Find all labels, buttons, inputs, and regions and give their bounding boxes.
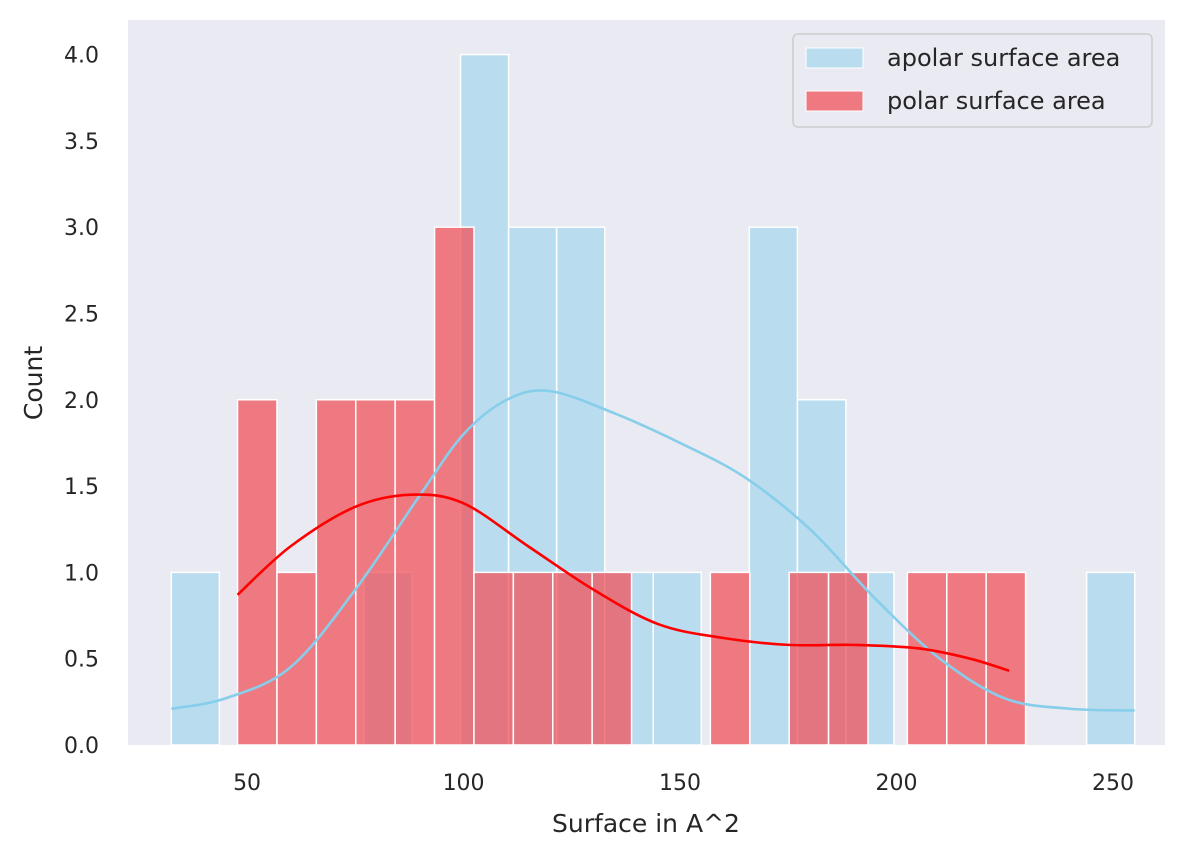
histogram-bar-polar <box>433 226 475 746</box>
histogram-bar-polar <box>355 399 396 746</box>
x-tick-label: 250 <box>1092 771 1134 796</box>
histogram-bar-polar <box>394 399 436 746</box>
x-axis-label: Surface in A^2 <box>552 809 740 838</box>
x-tick-label: 150 <box>659 771 701 796</box>
x-tick-labels: 50 100 150 200 250 <box>233 771 1134 796</box>
histogram-bar-polar <box>552 571 593 746</box>
y-tick-label: 1.0 <box>64 561 99 586</box>
histogram-bar-apolar <box>170 571 221 746</box>
legend-swatch-apolar <box>805 47 864 69</box>
histogram-bar-polar <box>473 571 515 746</box>
histogram-bar-polar <box>827 571 869 746</box>
histogram-bar-polar <box>591 571 633 746</box>
y-tick-label: 3.5 <box>64 130 99 155</box>
legend-swatch-polar <box>805 90 864 112</box>
y-tick-label: 3.0 <box>64 216 99 241</box>
legend-box <box>792 33 1153 128</box>
legend: apolar surface area polar surface area <box>792 33 1153 128</box>
kde-layer <box>171 389 1135 712</box>
histogram-bar-polar <box>788 571 830 746</box>
bars-layer <box>170 53 1136 746</box>
y-tick-label: 2.5 <box>64 302 99 327</box>
kde-line-apolar <box>171 389 1135 712</box>
histogram-bar-apolar <box>652 571 703 746</box>
histogram-bar-apolar <box>1085 571 1136 746</box>
legend-label-apolar: apolar surface area <box>887 44 1120 72</box>
histogram-bar-polar <box>512 571 554 746</box>
y-tick-label: 0.0 <box>64 734 99 759</box>
y-axis-label: Count <box>19 346 48 420</box>
y-tick-label: 2.0 <box>64 389 99 414</box>
histogram-bar-polar <box>276 571 318 746</box>
x-tick-label: 100 <box>443 771 485 796</box>
legend-label-polar: polar surface area <box>887 87 1106 115</box>
histogram-bar-polar <box>315 399 357 746</box>
y-tick-label: 0.5 <box>64 648 99 673</box>
y-tick-label: 1.5 <box>64 475 99 500</box>
y-tick-label: 4.0 <box>64 44 99 69</box>
kde-line-polar <box>236 493 1010 673</box>
histogram-bar-polar <box>709 571 751 746</box>
y-tick-labels: 0.0 0.5 1.0 1.5 2.0 2.5 3.0 3.5 4.0 <box>64 44 99 759</box>
x-tick-label: 50 <box>233 771 261 796</box>
x-tick-label: 200 <box>876 771 918 796</box>
histogram-bar-polar <box>985 571 1027 746</box>
